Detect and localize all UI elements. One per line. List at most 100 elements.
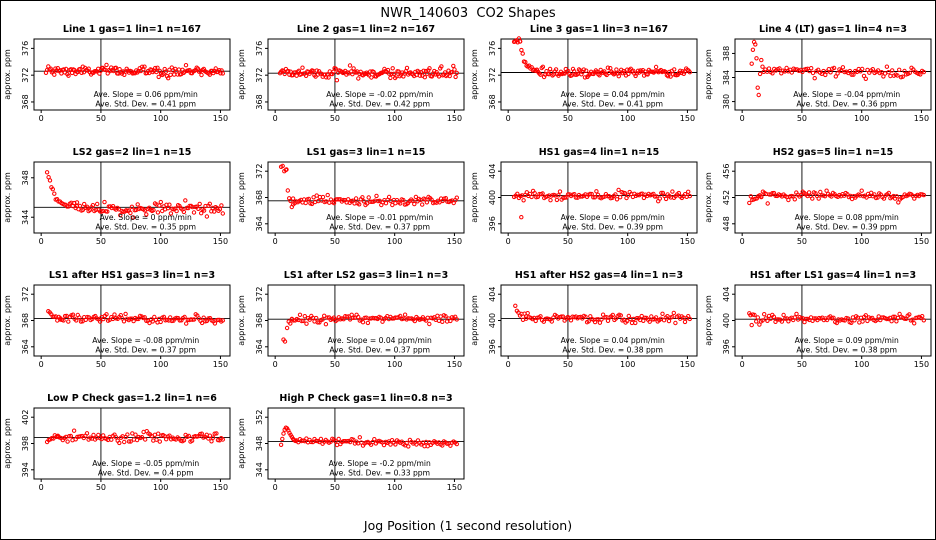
x-tick-label: 100 bbox=[854, 237, 869, 246]
subplot-11: 0 50 100 150 396 400 404 approx. ppm HS1 after H… bbox=[470, 270, 698, 369]
data-point bbox=[151, 207, 156, 213]
data-point bbox=[68, 433, 74, 439]
subplot-title: LS1 after LS2 gas=3 lin=1 n=3 bbox=[283, 270, 447, 281]
data-point bbox=[331, 315, 336, 320]
subplot-1: 0 50 100 150 368 372 376 approx. ppm Line 1 gas=… bbox=[3, 24, 231, 123]
y-tick-label: 344 bbox=[21, 210, 30, 225]
data-point bbox=[556, 193, 561, 198]
data-point bbox=[90, 203, 96, 208]
x-tick-label: 100 bbox=[387, 237, 402, 246]
data-point bbox=[347, 63, 352, 68]
x-tick-label: 100 bbox=[387, 360, 402, 369]
figure-title: NWR_140603 CO2 Shapes bbox=[380, 6, 556, 21]
data-point bbox=[336, 436, 341, 442]
x-tick-label: 100 bbox=[153, 483, 168, 492]
data-point bbox=[350, 315, 356, 320]
data-point bbox=[447, 318, 453, 324]
y-axis-title: approx. ppm bbox=[470, 172, 479, 223]
data-point bbox=[153, 65, 158, 71]
data-point bbox=[653, 315, 659, 320]
data-point bbox=[387, 75, 393, 81]
data-point bbox=[296, 68, 301, 73]
data-point bbox=[519, 47, 524, 53]
annotation-line: Ave. Slope = 0.09 ppm/min bbox=[794, 336, 898, 345]
data-point bbox=[845, 316, 850, 321]
annotation-line: Ave. Slope = -0.02 ppm/min bbox=[326, 90, 433, 99]
data-point bbox=[128, 439, 133, 444]
data-point bbox=[454, 70, 459, 76]
data-point bbox=[776, 66, 782, 71]
data-point bbox=[318, 436, 323, 442]
x-tick-label: 50 bbox=[329, 114, 339, 123]
data-point bbox=[284, 325, 289, 331]
data-point bbox=[282, 339, 287, 344]
data-point bbox=[798, 193, 803, 198]
data-point bbox=[439, 319, 445, 324]
y-tick-label: 456 bbox=[722, 164, 731, 179]
data-point bbox=[309, 201, 314, 207]
annotation-line: Ave. Std. Dev. = 0.41 ppm bbox=[562, 100, 663, 109]
y-axis-title: approx. ppm bbox=[237, 295, 246, 346]
data-point bbox=[524, 190, 529, 195]
data-point bbox=[48, 66, 53, 71]
data-point bbox=[186, 433, 192, 439]
data-point bbox=[71, 428, 77, 433]
data-point bbox=[633, 320, 638, 326]
y-axis-title: approx. ppm bbox=[3, 172, 12, 223]
data-point bbox=[207, 201, 213, 206]
data-point bbox=[840, 65, 845, 70]
data-point bbox=[803, 66, 808, 72]
subplot-title: Line 3 gas=1 lin=3 n=167 bbox=[530, 24, 668, 35]
data-point bbox=[663, 196, 669, 202]
data-point bbox=[158, 199, 164, 205]
data-point bbox=[753, 319, 758, 324]
annotation-line: Ave. Slope = 0.08 ppm/min bbox=[794, 213, 898, 222]
data-point bbox=[759, 64, 765, 69]
y-tick-label: 376 bbox=[255, 41, 264, 56]
data-point bbox=[391, 71, 396, 76]
y-tick-label: 384 bbox=[722, 70, 731, 85]
data-point bbox=[654, 194, 659, 199]
data-point bbox=[355, 314, 360, 320]
data-point bbox=[330, 69, 336, 74]
data-point bbox=[888, 319, 894, 324]
y-tick-label: 368 bbox=[21, 313, 30, 328]
x-tick-label: 100 bbox=[620, 360, 635, 369]
data-point bbox=[118, 313, 124, 318]
data-point bbox=[299, 65, 305, 70]
data-point bbox=[667, 69, 672, 75]
data-point bbox=[907, 70, 912, 75]
data-point bbox=[128, 210, 133, 216]
data-point bbox=[306, 196, 311, 202]
data-point bbox=[597, 320, 603, 325]
data-point bbox=[747, 313, 753, 318]
subplot-cell: 0 50 100 150 394 398 402 approx. ppm Low P Check… bbox=[1, 392, 235, 515]
y-tick-label: 404 bbox=[722, 287, 731, 302]
data-point bbox=[350, 66, 356, 71]
subplot-title: LS1 after HS1 gas=3 lin=1 n=3 bbox=[49, 270, 215, 281]
data-point bbox=[313, 315, 318, 321]
data-point bbox=[605, 194, 610, 199]
x-tick-label: 150 bbox=[680, 237, 695, 246]
subplot-title: High P Check gas=1 lin=0.8 n=3 bbox=[279, 393, 452, 404]
subplot-cell: 0 50 100 150 396 400 404 approx. ppm HS1 after H… bbox=[468, 269, 702, 392]
data-point bbox=[144, 318, 149, 323]
data-point bbox=[439, 443, 445, 448]
data-point bbox=[91, 432, 96, 438]
data-point bbox=[308, 439, 313, 445]
x-tick-label: 0 bbox=[272, 360, 277, 369]
subplot-cell: 0 50 100 150 380 384 388 approx. ppm Line 4 (LT)… bbox=[702, 23, 936, 146]
subplot-5: 0 50 100 150 344 348 approx. ppm LS2 gas=2 lin=… bbox=[3, 147, 231, 246]
data-point bbox=[513, 303, 518, 308]
data-point bbox=[360, 320, 365, 325]
data-point bbox=[670, 314, 675, 320]
x-tick-label: 50 bbox=[329, 237, 339, 246]
data-point bbox=[768, 316, 773, 321]
data-point bbox=[812, 76, 817, 81]
data-point bbox=[779, 319, 784, 324]
x-tick-label: 100 bbox=[153, 114, 168, 123]
x-tick-label: 150 bbox=[446, 483, 461, 492]
data-point bbox=[183, 198, 188, 203]
data-point bbox=[320, 194, 325, 200]
data-point bbox=[523, 59, 528, 65]
